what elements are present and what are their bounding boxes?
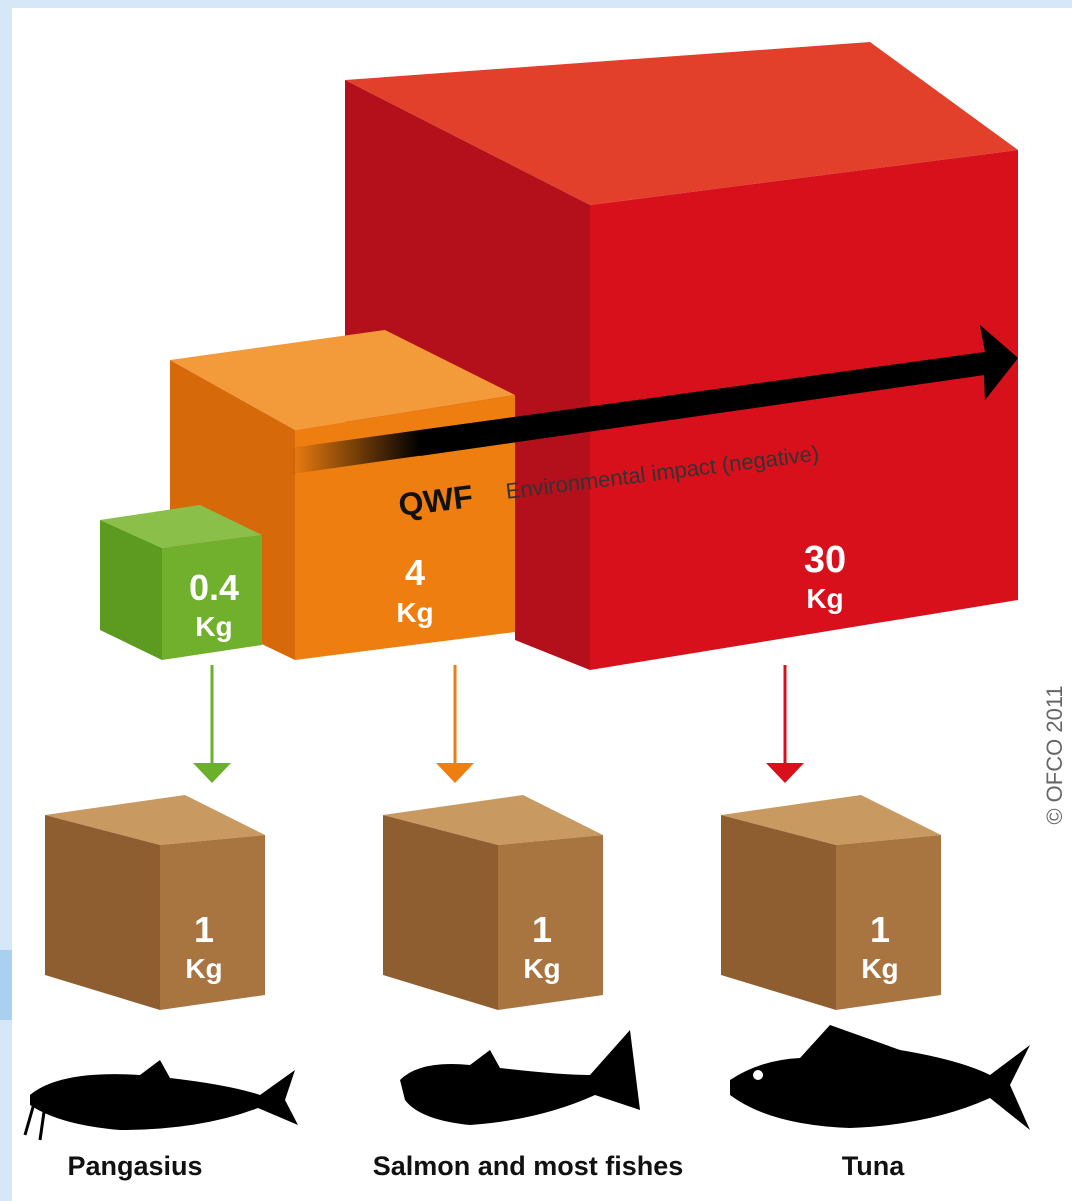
frame	[0, 0, 1072, 8]
copyright: © OFCO 2011	[1042, 685, 1067, 824]
frame	[0, 950, 12, 1020]
cube-value: 1	[194, 909, 214, 950]
cube-value: 30	[804, 539, 846, 581]
fish-name: Pangasius	[67, 1151, 202, 1181]
fish-name: Salmon and most fishes	[373, 1151, 684, 1181]
cube-value: 4	[405, 552, 425, 593]
cube-value: 1	[870, 909, 890, 950]
cube-output	[45, 795, 265, 1010]
cube-value: 1	[532, 909, 552, 950]
cube-output	[721, 795, 941, 1010]
fish-name: Tuna	[842, 1151, 905, 1181]
cube-unit: Kg	[396, 597, 433, 628]
cube-unit: Kg	[195, 611, 232, 642]
cube-value: 0.4	[189, 567, 239, 608]
cube-unit: Kg	[861, 953, 898, 984]
cube-output	[383, 795, 603, 1010]
cube-unit: Kg	[806, 583, 843, 614]
cube-unit: Kg	[185, 953, 222, 984]
infographic: QWF Environmental impact (negative) 0.4 …	[0, 0, 1072, 1201]
frame	[0, 0, 12, 1201]
cube-unit: Kg	[523, 953, 560, 984]
